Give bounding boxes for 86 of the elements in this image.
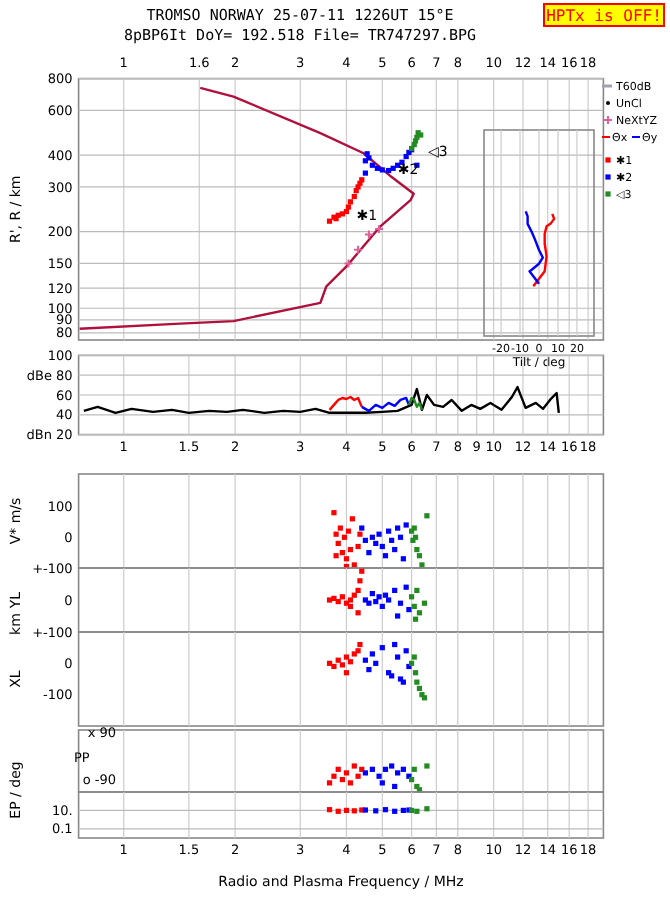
point <box>357 641 363 648</box>
point <box>411 603 417 609</box>
point <box>403 584 409 590</box>
point <box>355 610 361 616</box>
point <box>369 651 375 657</box>
point <box>395 654 401 660</box>
point <box>369 591 375 597</box>
point <box>389 537 395 543</box>
point <box>345 528 352 534</box>
point <box>400 556 406 562</box>
point <box>337 525 343 531</box>
point <box>395 613 401 619</box>
point <box>400 679 406 685</box>
point <box>395 770 401 776</box>
point <box>373 660 379 666</box>
point <box>343 670 350 676</box>
point <box>347 546 354 553</box>
line-series <box>328 395 363 412</box>
point <box>333 531 339 537</box>
point <box>379 603 385 609</box>
point <box>366 550 372 556</box>
point <box>379 780 385 786</box>
point <box>406 607 412 613</box>
point <box>359 525 365 531</box>
point <box>379 645 385 651</box>
point <box>355 587 361 593</box>
point <box>335 540 341 547</box>
point <box>403 648 409 654</box>
point <box>392 546 398 553</box>
point <box>392 587 398 593</box>
point <box>343 556 350 562</box>
text: HPTx is OFF! <box>546 7 662 25</box>
point <box>343 654 350 660</box>
point <box>376 773 382 779</box>
point <box>355 648 361 654</box>
line-series <box>360 396 411 413</box>
point <box>395 525 401 531</box>
point <box>409 594 415 600</box>
point <box>386 528 392 534</box>
point <box>369 534 375 540</box>
point <box>349 516 355 522</box>
point <box>382 553 389 559</box>
point <box>411 766 417 772</box>
point <box>355 773 361 779</box>
point <box>369 766 375 772</box>
point <box>412 670 419 676</box>
point <box>359 568 365 574</box>
point <box>389 763 395 769</box>
point <box>382 592 389 598</box>
point <box>392 783 398 790</box>
point <box>403 522 409 528</box>
point <box>362 537 368 543</box>
point <box>376 594 382 600</box>
point <box>411 654 417 660</box>
point <box>351 651 357 657</box>
point <box>414 587 420 593</box>
point <box>397 534 404 540</box>
point <box>362 657 368 663</box>
point <box>347 659 354 665</box>
point <box>347 780 354 786</box>
point <box>339 550 345 556</box>
point <box>382 766 389 772</box>
point <box>376 531 382 537</box>
point <box>355 543 361 550</box>
point <box>412 616 419 622</box>
point <box>357 578 363 584</box>
point <box>333 553 339 559</box>
point <box>351 562 357 568</box>
point <box>357 531 363 537</box>
point <box>397 600 404 606</box>
point <box>414 679 420 685</box>
point <box>416 610 423 616</box>
point <box>343 770 350 776</box>
point <box>386 597 392 603</box>
point <box>373 540 379 547</box>
point <box>414 546 420 553</box>
point <box>366 667 372 673</box>
point <box>379 543 385 550</box>
point <box>351 763 357 769</box>
point <box>392 641 398 648</box>
point <box>373 599 379 605</box>
point <box>400 766 406 772</box>
point <box>351 592 357 598</box>
point <box>416 685 423 691</box>
point <box>341 534 348 540</box>
point <box>366 600 372 606</box>
